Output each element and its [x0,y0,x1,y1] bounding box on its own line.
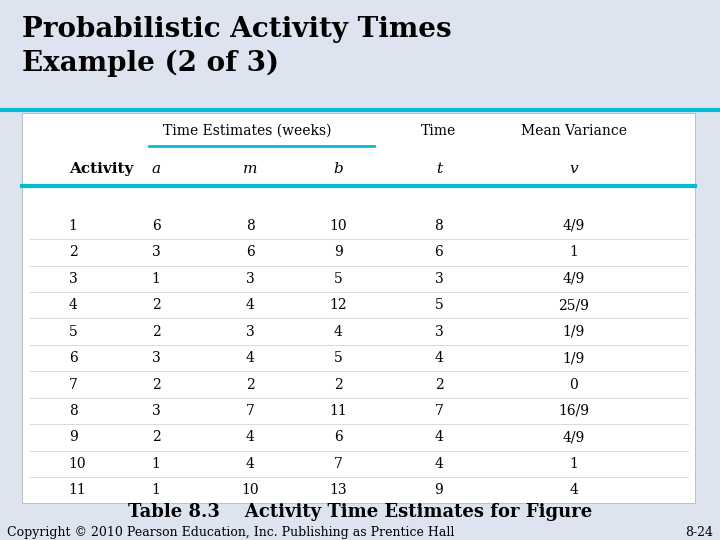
Text: 8: 8 [246,219,255,233]
Text: 4: 4 [333,325,343,339]
Text: 5: 5 [333,351,343,365]
Text: 4/9: 4/9 [562,430,585,444]
Text: 5: 5 [333,272,343,286]
Text: 6: 6 [152,219,161,233]
Text: 7: 7 [246,404,255,418]
Text: 3: 3 [435,272,444,286]
Text: 1: 1 [152,272,161,286]
Text: 2: 2 [68,245,78,259]
Text: 11: 11 [68,483,86,497]
Text: 3: 3 [246,272,255,286]
Text: 4: 4 [435,430,444,444]
Text: 25/9: 25/9 [558,298,589,312]
Text: 4: 4 [246,298,255,312]
Text: 4: 4 [570,483,578,497]
Text: 3: 3 [152,351,161,365]
Text: 2: 2 [152,430,161,444]
Text: 3: 3 [152,404,161,418]
Text: 1: 1 [152,457,161,471]
Text: 3: 3 [246,325,255,339]
Text: 8-24: 8-24 [685,525,713,538]
Text: 9: 9 [435,483,444,497]
Text: Table 8.3    Activity Time Estimates for Figure: Table 8.3 Activity Time Estimates for Fi… [128,503,592,521]
Text: Time Estimates (weeks): Time Estimates (weeks) [163,124,331,138]
Text: 7: 7 [333,457,343,471]
Text: 4/9: 4/9 [562,272,585,286]
Text: 2: 2 [152,377,161,392]
Text: 4: 4 [435,351,444,365]
Text: 10: 10 [329,219,347,233]
Text: 5: 5 [68,325,78,339]
Text: Activity: Activity [68,161,133,176]
Text: v: v [570,161,578,176]
Text: 5: 5 [435,298,444,312]
Text: 2: 2 [435,377,444,392]
Text: 8: 8 [435,219,444,233]
Text: 9: 9 [68,430,78,444]
Text: 6: 6 [435,245,444,259]
Text: 2: 2 [152,325,161,339]
Text: 0: 0 [570,377,578,392]
Text: 1/9: 1/9 [562,325,585,339]
Text: 10: 10 [242,483,259,497]
Text: Probabilistic Activity Times
Example (2 of 3): Probabilistic Activity Times Example (2 … [22,16,451,77]
Text: 16/9: 16/9 [558,404,589,418]
Text: 2: 2 [333,377,343,392]
Text: 1: 1 [152,483,161,497]
Text: 2: 2 [152,298,161,312]
Text: 4: 4 [246,457,255,471]
Text: 7: 7 [68,377,78,392]
Text: Copyright © 2010 Pearson Education, Inc. Publishing as Prentice Hall: Copyright © 2010 Pearson Education, Inc.… [7,525,454,538]
Text: 12: 12 [329,298,347,312]
Text: 9: 9 [333,245,343,259]
Text: 4: 4 [68,298,78,312]
Text: 1: 1 [68,219,78,233]
Text: 11: 11 [329,404,347,418]
Text: 8: 8 [68,404,78,418]
Text: 4: 4 [435,457,444,471]
Text: 6: 6 [246,245,255,259]
Text: 13: 13 [329,483,347,497]
Text: 1/9: 1/9 [562,351,585,365]
Text: 6: 6 [68,351,78,365]
Text: 1: 1 [570,457,578,471]
Text: 10: 10 [68,457,86,471]
Text: 3: 3 [435,325,444,339]
Text: m: m [243,161,258,176]
FancyBboxPatch shape [22,113,695,503]
Text: 1: 1 [570,245,578,259]
Text: Time: Time [421,124,456,138]
Text: Mean Variance: Mean Variance [521,124,626,138]
Text: 4: 4 [246,430,255,444]
Text: 6: 6 [333,430,343,444]
Text: t: t [436,161,442,176]
Text: 3: 3 [68,272,78,286]
Text: 4: 4 [246,351,255,365]
Text: b: b [333,161,343,176]
Text: 3: 3 [152,245,161,259]
Text: 2: 2 [246,377,255,392]
Text: 4/9: 4/9 [562,219,585,233]
Text: 7: 7 [435,404,444,418]
Text: a: a [152,161,161,176]
